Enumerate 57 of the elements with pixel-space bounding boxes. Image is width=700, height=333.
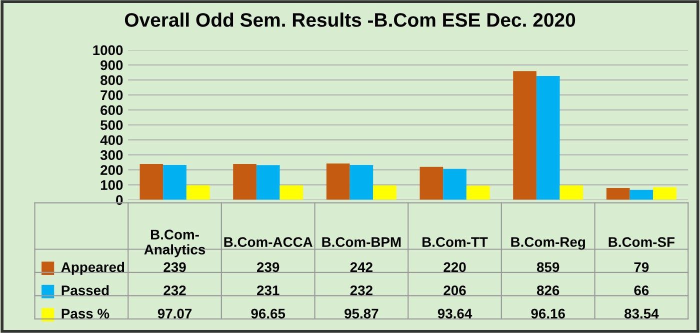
x-tick-label: B.Com-Reg [511, 237, 585, 250]
data-label: 239 [164, 262, 186, 272]
data-label: 231 [256, 285, 280, 296]
bar [373, 185, 396, 200]
data-label: 66 [634, 285, 649, 296]
bar [466, 186, 490, 200]
data-label: 93.64 [438, 308, 472, 319]
bar [653, 187, 676, 200]
data-label: 220 [444, 262, 466, 272]
bar [326, 164, 350, 200]
y-tick-label: 500 [100, 120, 123, 130]
data-label: 96.65 [251, 308, 286, 319]
x-tick-label: B.Com-BPM [322, 237, 401, 247]
y-tick-label: 600 [100, 105, 123, 116]
bar [420, 166, 444, 200]
bar [140, 164, 164, 200]
bar [606, 188, 630, 200]
y-tick-label: 800 [100, 75, 123, 86]
bar [443, 168, 466, 200]
data-label: 79 [634, 262, 649, 272]
legend-label: Appeared [61, 262, 124, 275]
data-label: 96.16 [531, 308, 565, 319]
y-tick-label: 100 [100, 180, 123, 190]
bar [280, 185, 304, 200]
x-tick-label: B.Com-ACCA [224, 237, 312, 247]
y-tick-label: 900 [100, 60, 123, 70]
legend-label: Pass % [62, 308, 110, 319]
bar [163, 165, 186, 200]
data-label: 206 [444, 285, 466, 296]
data-label: 83.54 [624, 308, 659, 319]
x-tick-label: B.Com-TT [422, 237, 488, 247]
data-label: 232 [350, 285, 372, 296]
bar [560, 185, 584, 200]
y-tick-label: 200 [100, 165, 123, 175]
y-tick-label: 1000 [93, 45, 123, 56]
data-label: 826 [536, 285, 560, 296]
data-label: 239 [256, 262, 280, 272]
y-tick-label: 400 [100, 135, 123, 146]
y-tick-label: 0 [116, 195, 123, 205]
x-tick-label: B.Com- Analytics [144, 230, 206, 258]
bar [186, 185, 210, 200]
x-tick-label: B.Com-SF [608, 237, 674, 247]
bar [350, 165, 374, 200]
data-label: 95.87 [344, 308, 378, 319]
data-label: 242 [350, 262, 372, 272]
bar [513, 71, 536, 200]
y-tick-label: 300 [100, 150, 123, 160]
bar [256, 165, 280, 200]
legend-label: Passed [62, 285, 109, 296]
data-label: 859 [536, 262, 560, 272]
y-tick-label: 700 [100, 90, 123, 100]
bar [630, 190, 654, 200]
bar [233, 164, 256, 200]
data-label: 232 [164, 285, 186, 296]
bar [536, 76, 560, 200]
data-label: 97.07 [158, 308, 192, 319]
chart-title: Overall Odd Sem. Results -B.Com ESE Dec. 2020 [124, 12, 576, 27]
